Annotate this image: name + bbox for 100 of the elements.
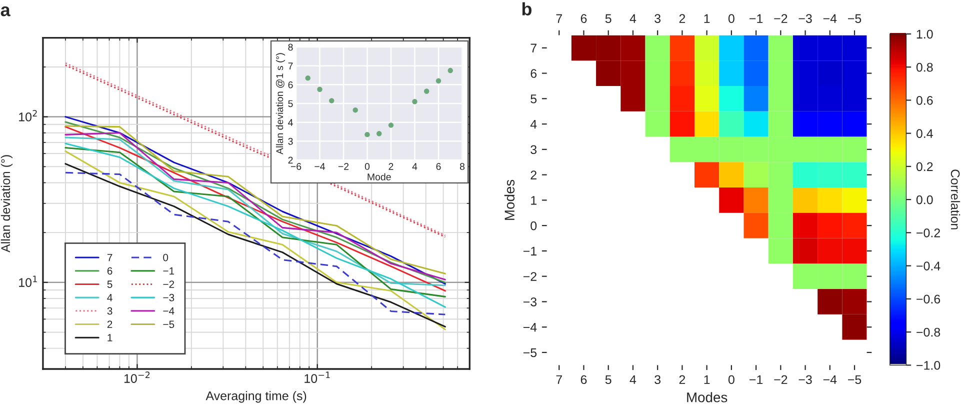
x-tick-label: 7 bbox=[556, 375, 562, 384]
x-tick-label: 0 bbox=[728, 375, 734, 384]
color-bar-label: −0.8 bbox=[916, 328, 940, 337]
x-tick-label: −4 bbox=[823, 375, 837, 384]
x-axis-title: Modes bbox=[687, 392, 728, 402]
chart-title: a bbox=[0, 6, 10, 16]
category-label: 7 bbox=[556, 14, 562, 23]
y-tick-label: 5 bbox=[288, 100, 293, 108]
color-bar-label: −0.4 bbox=[916, 262, 940, 270]
y-axis-title: Allan deviation @1 s (°) bbox=[276, 53, 286, 154]
legend-label: −2 bbox=[163, 280, 174, 288]
category-label: −2 bbox=[774, 14, 788, 23]
category-label: 4 bbox=[630, 14, 636, 23]
y-tick-label: −1 bbox=[523, 246, 536, 256]
legend-label: 0 bbox=[163, 254, 168, 262]
y-tick-label: 1 bbox=[531, 196, 536, 205]
color-bar-label: 0.6 bbox=[916, 96, 933, 105]
color-bar-label: 0.8 bbox=[916, 62, 933, 72]
y-tick-label: 2 bbox=[530, 170, 536, 180]
y-tick-label: 7 bbox=[288, 62, 293, 70]
x-tick-label: 0 bbox=[364, 163, 370, 170]
legend-label: 5 bbox=[107, 280, 112, 288]
point bbox=[424, 88, 430, 94]
color-bar-label: −0.2 bbox=[916, 228, 940, 238]
point bbox=[305, 75, 310, 81]
point bbox=[364, 132, 370, 138]
x-tick-label: 5 bbox=[605, 375, 612, 384]
category-label: 3 bbox=[654, 14, 661, 23]
color-bar-title: Correlation bbox=[950, 170, 960, 230]
legend-label: 4 bbox=[107, 294, 112, 302]
color-bar-label: 0.0 bbox=[916, 195, 933, 204]
legend-label: 1 bbox=[108, 334, 112, 342]
point bbox=[329, 98, 334, 104]
y-tick-label: 5 bbox=[530, 94, 537, 104]
x-tick-label: −3 bbox=[798, 375, 812, 384]
x-tick-label: 10$^{−2}$ bbox=[124, 372, 150, 383]
x-tick-label: −2 bbox=[774, 375, 788, 384]
y-axis-title: Modes bbox=[504, 180, 515, 220]
y-tick-label: 0 bbox=[530, 221, 537, 230]
x-tick-label: 2 bbox=[679, 375, 686, 384]
category-label: 0 bbox=[728, 14, 734, 23]
y-tick-label: 4 bbox=[288, 119, 293, 126]
color-bar-label: −1.0 bbox=[916, 360, 940, 370]
category-label: 5 bbox=[605, 14, 612, 23]
y-tick-label: 3 bbox=[530, 145, 537, 154]
y-tick-label: 8 bbox=[288, 44, 293, 51]
category-label: 1 bbox=[704, 14, 710, 23]
chart-title: b bbox=[522, 2, 532, 16]
x-tick-label: 4 bbox=[412, 163, 418, 170]
category-label: −5 bbox=[848, 14, 862, 23]
legend-label: −5 bbox=[163, 320, 174, 328]
x-tick-label: −4 bbox=[314, 163, 325, 170]
y-tick-label: −5 bbox=[523, 348, 537, 358]
y-axis-title: Allan deviation (°) bbox=[0, 155, 13, 252]
x-tick-label: −5 bbox=[848, 375, 862, 384]
point bbox=[352, 107, 358, 113]
point bbox=[448, 68, 453, 74]
legend-label: −1 bbox=[163, 267, 174, 274]
category-label: −3 bbox=[798, 14, 812, 23]
x-tick-label: 4 bbox=[630, 375, 636, 384]
point bbox=[317, 86, 322, 92]
category-label: −4 bbox=[823, 14, 837, 23]
color-bar-label: 1.0 bbox=[916, 30, 933, 39]
category-label: 6 bbox=[580, 14, 587, 23]
y-tick-label: 4 bbox=[530, 120, 537, 129]
legend-label: 2 bbox=[107, 320, 112, 328]
x-tick-label: 6 bbox=[580, 375, 587, 384]
color-bar-label: −0.6 bbox=[916, 294, 940, 304]
color-bar-label: 0.2 bbox=[916, 162, 933, 172]
y-tick-label: 10$^{1}$ bbox=[19, 276, 37, 287]
x-tick-label: 3 bbox=[654, 375, 661, 384]
y-tick-label: −3 bbox=[523, 297, 537, 306]
x-tick-label: 2 bbox=[388, 163, 394, 170]
category-label: 2 bbox=[679, 14, 686, 23]
x-axis-title: Mode bbox=[368, 173, 391, 180]
y-tick-label: −4 bbox=[523, 323, 537, 332]
y-tick-label: 7 bbox=[530, 44, 536, 52]
x-tick-label: −2 bbox=[338, 163, 349, 170]
y-tick-label: 6 bbox=[530, 69, 537, 78]
x-tick-label: −6 bbox=[290, 163, 302, 170]
category-label: −1 bbox=[750, 14, 763, 23]
x-tick-label: 8 bbox=[460, 163, 465, 170]
x-tick-label: 10$^{−1}$ bbox=[304, 372, 330, 383]
legend-label: 6 bbox=[107, 267, 112, 275]
x-tick-label: 1 bbox=[704, 375, 710, 384]
point bbox=[436, 78, 442, 84]
y-tick-label: −2 bbox=[523, 272, 536, 281]
x-tick-label: 6 bbox=[436, 163, 441, 170]
x-tick-label: −1 bbox=[750, 375, 763, 384]
legend-label: 7 bbox=[107, 254, 112, 262]
legend-label: −4 bbox=[163, 307, 174, 315]
y-tick-label: 6 bbox=[288, 81, 293, 88]
color-bar-label: 0.4 bbox=[916, 129, 933, 138]
legend-label: −3 bbox=[163, 294, 174, 302]
x-axis-title: Averaging time (s) bbox=[206, 391, 306, 403]
point bbox=[388, 122, 394, 128]
point bbox=[412, 99, 418, 104]
y-tick-label: 3 bbox=[288, 138, 293, 145]
legend-label: 3 bbox=[107, 307, 112, 315]
y-tick-label: 10$^{2}$ bbox=[19, 110, 37, 122]
